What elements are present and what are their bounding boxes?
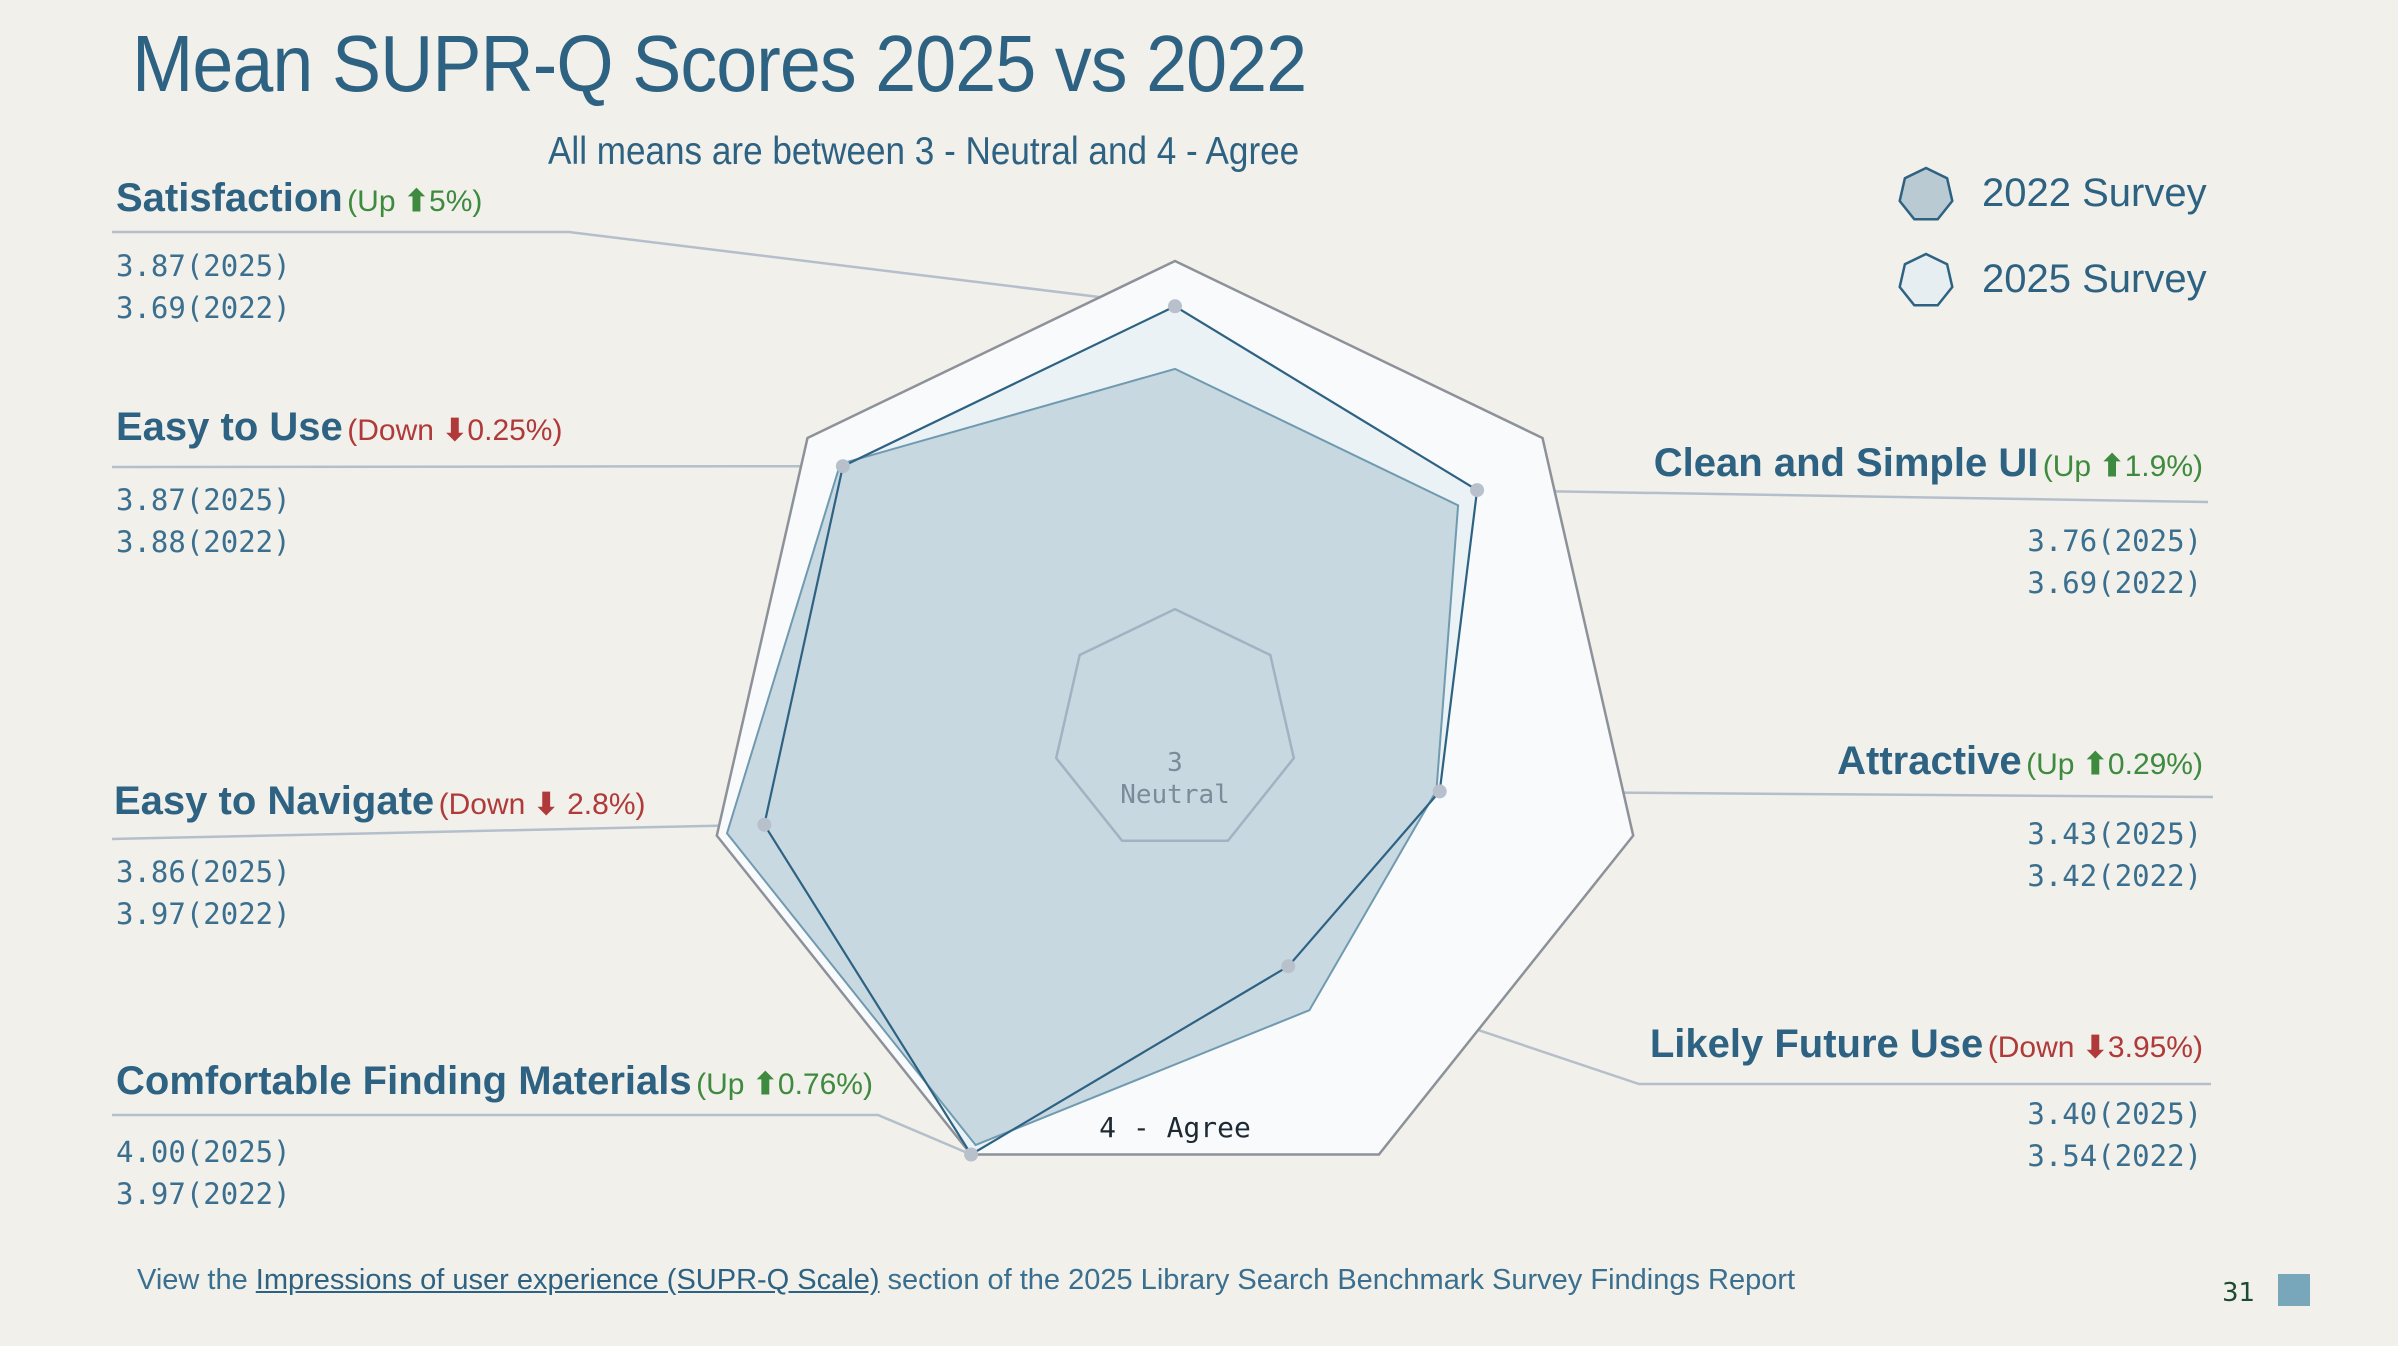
- data-point-2025-comfortable-finding-materials: [964, 1147, 979, 1162]
- change-badge: (Down ⬇ 2.8%): [438, 788, 646, 821]
- label-attractive: Attractive (Up ⬆0.29%): [1837, 739, 2203, 784]
- leader-line-comfortable-finding-materials: [112, 1113, 972, 1156]
- value-2022: 3.97: [116, 1177, 186, 1211]
- legend-item-2025: 2025 Survey: [1896, 249, 2207, 309]
- values-easy-to-navigate: 3.86(2025) 3.97(2022): [116, 855, 291, 931]
- page-title: Mean SUPR-Q Scores 2025 vs 2022: [132, 19, 1307, 108]
- category-name: Easy to Use: [116, 405, 343, 449]
- series-2025-outline: [763, 305, 1479, 1156]
- data-point-2025-clean-and-simple-ui: [1470, 483, 1485, 498]
- values-easy-to-use: 3.87(2025) 3.88(2022): [116, 483, 291, 559]
- category-name: Attractive: [1837, 739, 2022, 783]
- arrow-up-icon: ⬆: [752, 1068, 778, 1101]
- label-clean-and-simple-ui: Clean and Simple UI (Up ⬆1.9%): [1654, 441, 2203, 486]
- leader-line-satisfaction: [112, 230, 1176, 308]
- values-clean-and-simple-ui: 3.76(2025) 3.69(2022): [2027, 524, 2202, 600]
- arrow-up-icon: ⬆: [2082, 748, 2108, 781]
- change-badge: (Up ⬆0.76%): [696, 1068, 873, 1101]
- arrow-up-icon: ⬆: [403, 185, 430, 218]
- arrow-down-icon: ⬇: [2082, 1031, 2108, 1064]
- values-comfortable-finding-materials: 4.00(2025) 3.97(2022): [116, 1135, 291, 1211]
- leader-line-easy-to-navigate: [111, 823, 765, 841]
- change-badge: (Down ⬇3.95%): [1987, 1031, 2203, 1064]
- value-2022: 3.69: [2027, 566, 2098, 600]
- value-2025: 3.43: [2027, 817, 2098, 851]
- label-comfortable-finding-materials: Comfortable Finding Materials (Up ⬆0.76%…: [116, 1059, 873, 1104]
- leader-line-easy-to-use: [111, 464, 843, 469]
- label-satisfaction: Satisfaction (Up ⬆5%): [116, 176, 482, 221]
- data-point-2025-satisfaction: [1168, 299, 1182, 314]
- series-2022-polygon: [725, 367, 1460, 1147]
- data-point-2025-easy-to-navigate: [757, 817, 772, 832]
- values-attractive: 3.43(2025) 3.42(2022): [2027, 817, 2202, 893]
- value-2025: 3.40: [2027, 1097, 2098, 1131]
- label-easy-to-navigate: Easy to Navigate (Down ⬇ 2.8%): [114, 779, 646, 824]
- page-number: 31: [2222, 1278, 2256, 1308]
- value-2022: 3.69: [116, 291, 186, 325]
- value-2025: 4.00: [116, 1135, 186, 1169]
- footer-note: View the Impressions of user experience …: [137, 1264, 1796, 1296]
- legend-label-2025: 2025 Survey: [1982, 256, 2207, 301]
- arrow-down-icon: ⬇: [442, 414, 468, 447]
- change-badge: (Up ⬆1.9%): [2042, 450, 2203, 483]
- value-2022: 3.42: [2027, 859, 2098, 893]
- ring-3-value-label: 3: [1167, 748, 1183, 778]
- category-name: Likely Future Use: [1649, 1022, 1984, 1066]
- value-2025: 3.76: [2027, 524, 2098, 558]
- category-name: Satisfaction: [116, 176, 343, 220]
- arrow-up-icon: ⬆: [2099, 450, 2125, 483]
- legend-label-2022: 2022 Survey: [1982, 170, 2207, 215]
- value-2022: 3.54: [2027, 1139, 2098, 1173]
- supr-q-report-link[interactable]: Impressions of user experience (SUPR-Q S…: [255, 1264, 880, 1296]
- arrow-down-icon: ⬇: [533, 788, 559, 821]
- value-2025: 3.87: [116, 249, 186, 283]
- page-marker-square: [2278, 1274, 2310, 1306]
- ring-3-text-label: Neutral: [1120, 780, 1230, 810]
- data-point-dots: [757, 299, 1485, 1162]
- label-likely-future-use: Likely Future Use (Down ⬇3.95%): [1650, 1022, 2203, 1067]
- value-2022: 3.88: [116, 525, 186, 559]
- value-2022: 3.97: [116, 897, 186, 931]
- value-2025: 3.87: [116, 483, 186, 517]
- data-point-2025-attractive: [1432, 784, 1447, 799]
- data-point-2025-easy-to-use: [835, 459, 850, 474]
- category-name: Clean and Simple UI: [1653, 441, 2039, 485]
- legend-swatch-2022-icon: [1898, 166, 1954, 221]
- values-satisfaction: 3.87(2025) 3.69(2022): [116, 249, 291, 325]
- category-name: Easy to Navigate: [114, 779, 435, 823]
- change-badge: (Up ⬆5%): [347, 185, 483, 218]
- ring-3-neutral: [1054, 607, 1296, 843]
- values-likely-future-use: 3.40(2025) 3.54(2022): [2027, 1097, 2202, 1173]
- page-subtitle: All means are between 3 - Neutral and 4 …: [548, 130, 1300, 173]
- value-2025: 3.86: [116, 855, 186, 889]
- change-badge: (Up ⬆0.29%): [2026, 748, 2203, 781]
- leader-line-clean-and-simple-ui: [1477, 488, 2209, 504]
- category-name: Comfortable Finding Materials: [116, 1059, 692, 1103]
- ring-4-label: 4 - Agree: [1099, 1111, 1251, 1144]
- legend-swatch-2025-icon: [1898, 252, 1954, 307]
- legend-item-2022: 2022 Survey: [1896, 163, 2207, 223]
- data-point-2025-likely-future-use: [1281, 959, 1296, 974]
- change-badge: (Down ⬇0.25%): [347, 414, 563, 447]
- label-easy-to-use: Easy to Use (Down ⬇0.25%): [116, 405, 563, 450]
